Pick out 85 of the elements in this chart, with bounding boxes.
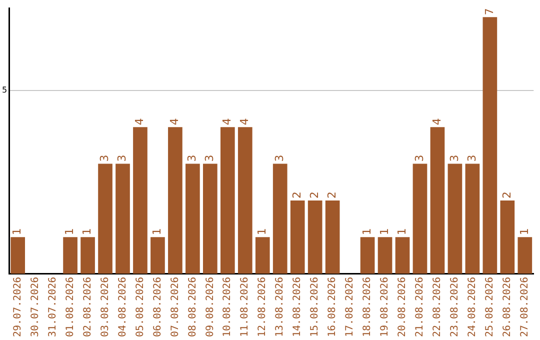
x-tick-label: 14.08.2026	[292, 276, 304, 338]
x-tick-label: 06.08.2026	[152, 276, 164, 338]
data-label: 4	[238, 118, 251, 126]
data-label: 1	[10, 228, 24, 236]
x-tick-label: 27.08.2026	[519, 276, 530, 338]
x-tick-label: 26.08.2026	[502, 276, 514, 338]
bar	[308, 200, 322, 274]
bar	[238, 127, 252, 274]
x-tick-label: 19.08.2026	[380, 276, 391, 338]
data-label: 7	[482, 8, 496, 16]
bar	[465, 164, 480, 274]
bar	[98, 164, 112, 274]
x-tick-label: 20.08.2026	[397, 276, 408, 338]
x-tick-label: 18.08.2026	[362, 276, 374, 338]
bar	[518, 237, 532, 274]
x-tick-label: 12.08.2026	[257, 276, 268, 338]
data-label: 3	[412, 154, 426, 162]
x-tick-label: 22.08.2026	[432, 276, 444, 338]
bar	[186, 164, 200, 274]
data-label: 3	[465, 154, 478, 162]
data-label: 1	[378, 228, 391, 236]
data-label: 1	[255, 228, 268, 236]
x-tick-label: 07.08.2026	[170, 276, 181, 338]
bar	[150, 237, 165, 274]
x-tick-label: 08.08.2026	[187, 276, 198, 338]
x-tick-label: 03.08.2026	[100, 276, 111, 338]
data-label: 4	[220, 118, 234, 126]
data-label: 1	[360, 228, 374, 236]
data-label: 1	[518, 228, 531, 236]
x-tick-label: 24.08.2026	[467, 276, 478, 338]
data-label: 1	[63, 228, 76, 236]
data-label: 2	[500, 191, 514, 198]
bar	[360, 237, 375, 274]
x-tick-label: 02.08.2026	[82, 276, 94, 338]
data-label: 2	[290, 191, 304, 198]
data-label: 2	[325, 191, 338, 198]
x-tick-label: 25.08.2026	[484, 276, 496, 338]
x-tick-label: 29.07.2026	[12, 276, 24, 338]
bar	[412, 164, 428, 274]
x-tick-label: 10.08.2026	[222, 276, 234, 338]
data-label: 1	[395, 228, 408, 236]
data-label: 3	[448, 154, 461, 162]
data-label: 1	[150, 228, 164, 236]
bar	[80, 237, 95, 274]
x-tick-label: 15.08.2026	[310, 276, 321, 338]
x-tick-label: 21.08.2026	[414, 276, 426, 338]
bar	[500, 200, 515, 274]
bar	[272, 164, 288, 274]
x-tick-label: 11.08.2026	[240, 276, 251, 338]
x-tick-label: 30.07.2026	[30, 276, 41, 338]
bar	[116, 164, 130, 274]
data-label: 3	[272, 154, 286, 162]
bar	[290, 200, 305, 274]
data-label: 4	[168, 118, 182, 126]
bar	[448, 164, 462, 274]
x-tick-label: 09.08.2026	[204, 276, 216, 338]
bar	[63, 237, 78, 274]
bar	[430, 127, 445, 274]
data-label: 3	[186, 154, 199, 162]
x-tick-label: 13.08.2026	[274, 276, 286, 338]
bar	[482, 17, 498, 274]
x-tick-label: 04.08.2026	[117, 276, 128, 338]
data-label: 3	[98, 154, 112, 162]
x-tick-label: 16.08.2026	[327, 276, 338, 338]
bar	[378, 237, 392, 274]
x-tick-label: 01.08.2026	[64, 276, 76, 338]
data-label: 2	[308, 191, 321, 198]
x-tick-label: 17.08.2026	[344, 276, 356, 338]
data-label: 3	[203, 154, 216, 162]
bar	[220, 127, 235, 274]
data-label: 3	[116, 154, 129, 162]
x-tick-label: 23.08.2026	[450, 276, 461, 338]
bar	[168, 127, 182, 274]
data-label: 1	[80, 228, 94, 236]
bar	[10, 237, 25, 274]
bar	[325, 200, 340, 274]
bar	[255, 237, 270, 274]
data-label: 4	[430, 118, 444, 126]
x-tick-label: 05.08.2026	[134, 276, 146, 338]
bar	[133, 127, 148, 274]
bar	[203, 164, 218, 274]
y-tick-label: 5	[2, 86, 8, 95]
data-label: 4	[133, 118, 146, 126]
bar	[395, 237, 410, 274]
x-tick-label: 31.07.2026	[47, 276, 58, 338]
